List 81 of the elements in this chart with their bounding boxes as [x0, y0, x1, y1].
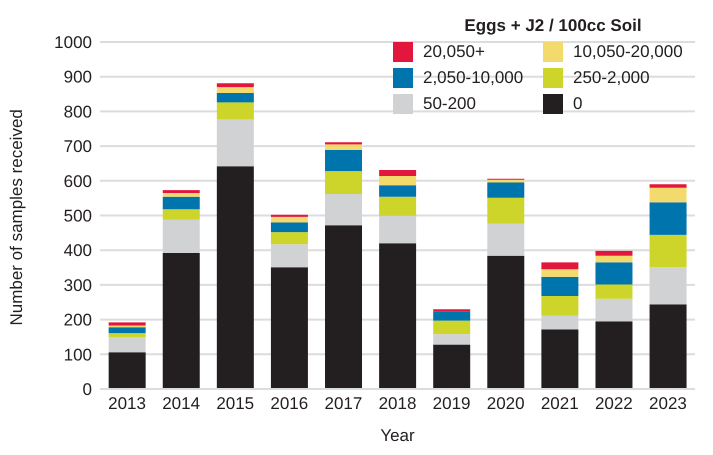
- bar: [595, 256, 632, 262]
- y-tick-label: 300: [64, 276, 92, 295]
- bar: [595, 321, 632, 389]
- bar: [270, 232, 308, 244]
- bar: [325, 171, 362, 194]
- bar: [108, 327, 146, 334]
- x-tick-label: 2022: [594, 394, 633, 414]
- x-tick-label: 2014: [162, 394, 200, 414]
- x-tick-label: 2019: [432, 394, 471, 414]
- bar: [216, 87, 254, 94]
- x-axis-title: Year: [380, 426, 416, 445]
- x-tick-label: 2013: [108, 394, 146, 414]
- bar: [433, 344, 470, 389]
- bar: [433, 320, 470, 334]
- bar: [270, 267, 308, 389]
- y-tick-label: 500: [64, 206, 92, 226]
- y-tick-label: 0: [82, 380, 92, 400]
- bar: [216, 93, 254, 102]
- legend-label: 250-2,000: [573, 68, 650, 88]
- bar: [541, 296, 578, 316]
- x-tick-label: 2020: [486, 394, 525, 414]
- legend-label: 2,050-10,000: [423, 68, 524, 88]
- bar: [379, 176, 416, 186]
- bar: [541, 276, 578, 296]
- x-tick-label: 2015: [216, 394, 254, 414]
- bar: [270, 222, 308, 232]
- bar: [162, 190, 200, 193]
- y-tick-label: 700: [64, 137, 92, 156]
- y-tick-label: 1000: [54, 33, 92, 52]
- y-tick-label: 200: [64, 310, 92, 330]
- x-tick-label: 2021: [540, 394, 579, 414]
- bar: [325, 150, 362, 172]
- y-tick-label: 100: [64, 345, 92, 364]
- legend-label: 20,050+: [423, 42, 485, 62]
- y-axis-title: Number of samples received: [7, 109, 26, 326]
- bar: [487, 256, 524, 389]
- bar: [162, 252, 200, 389]
- bar: [541, 262, 578, 270]
- bar: [325, 144, 362, 150]
- bar: [650, 202, 687, 235]
- legend-label: 10,050-20,000: [573, 42, 683, 62]
- bar: [487, 198, 524, 224]
- bar: [650, 188, 687, 202]
- bar: [216, 83, 254, 88]
- bar: [379, 196, 416, 216]
- legend-title: Eggs + J2 / 100cc Soil: [463, 16, 643, 36]
- bar: [595, 284, 632, 299]
- y-tick-label: 400: [64, 241, 92, 260]
- bar: [108, 352, 146, 389]
- bar: [433, 334, 470, 345]
- bar: [595, 262, 632, 285]
- x-tick-label: 2017: [324, 394, 362, 414]
- bar: [108, 322, 146, 326]
- y-tick-label: 900: [64, 68, 92, 87]
- legend-label: 50-200: [423, 94, 476, 114]
- bar: [162, 196, 200, 210]
- bar: [379, 185, 416, 197]
- bar: [487, 180, 524, 183]
- x-tick-label: 2016: [270, 394, 308, 414]
- bar: [433, 311, 470, 321]
- bar: [650, 304, 687, 389]
- bar: [270, 216, 308, 222]
- bar: [379, 243, 416, 389]
- x-tick-label: 2018: [378, 394, 416, 414]
- bar: [379, 170, 416, 176]
- x-tick-label: 2023: [649, 394, 687, 414]
- bar: [162, 209, 200, 220]
- y-tick-label: 800: [64, 102, 92, 122]
- bar: [108, 333, 146, 337]
- legend-label: 0: [573, 94, 582, 114]
- bar: [650, 234, 687, 268]
- bar: [325, 225, 362, 389]
- bar: [216, 102, 254, 120]
- bar: [216, 166, 254, 389]
- bar: [541, 329, 578, 389]
- bar: [162, 192, 200, 197]
- y-tick-label: 600: [64, 172, 92, 191]
- bar: [541, 269, 578, 277]
- bar: [108, 336, 146, 352]
- bar: [487, 182, 524, 198]
- bar: [595, 250, 632, 256]
